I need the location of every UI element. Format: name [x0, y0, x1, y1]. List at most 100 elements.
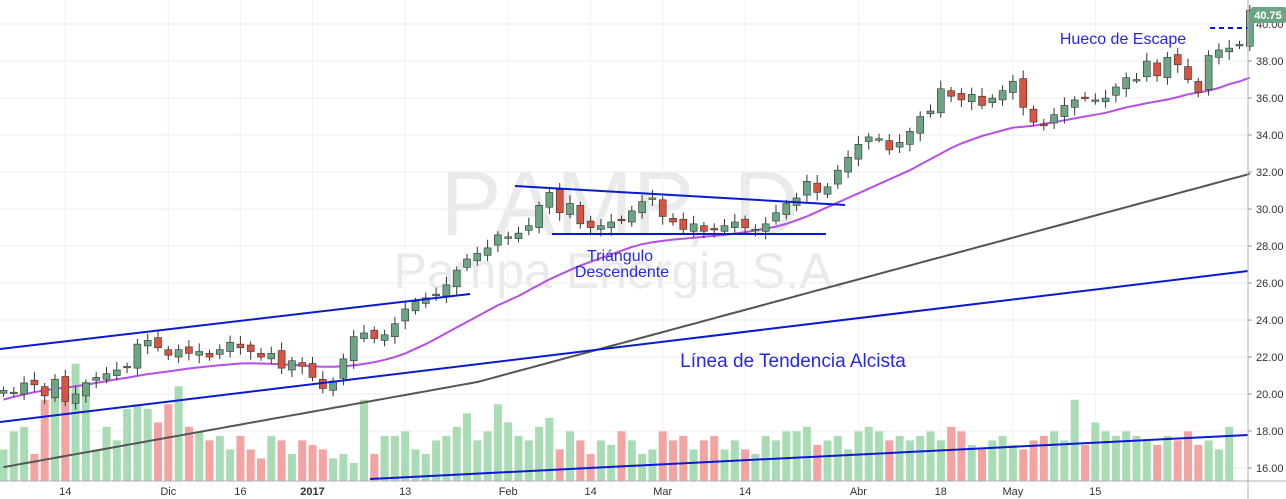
- volume-bar: [452, 426, 461, 481]
- candle: [957, 88, 966, 107]
- candle-body: [51, 378, 59, 399]
- triangle-label-line1: Triángulo: [587, 248, 653, 265]
- volume-bar: [535, 426, 544, 481]
- candle-body: [267, 353, 276, 360]
- volume-bar: [1214, 449, 1223, 481]
- volume-bar: [1153, 444, 1162, 481]
- candle-body: [1184, 66, 1192, 80]
- candle-body: [1132, 79, 1141, 82]
- volume-bars: [0, 363, 1234, 481]
- candle-body: [720, 225, 729, 232]
- channel-lower-line[interactable]: [0, 270, 1249, 423]
- volume-bar: [61, 395, 70, 481]
- candle: [298, 357, 307, 375]
- volume-bar: [936, 440, 945, 481]
- volume-bar: [463, 413, 471, 481]
- candle-body: [1122, 77, 1130, 90]
- time-axis[interactable]: 14 Dic 16 2017 13 Feb 14 Mar 14 Abr 18 May 15: [59, 486, 1101, 498]
- candle: [360, 324, 368, 343]
- price-tick-label: 24.00: [1256, 315, 1284, 327]
- candle: [1101, 89, 1110, 108]
- candle-body: [339, 358, 348, 379]
- candle-body: [1173, 54, 1182, 66]
- volume-bar: [1184, 431, 1192, 481]
- candle-body: [370, 329, 379, 339]
- volume-trend-line[interactable]: [369, 434, 1249, 480]
- volume-bar: [92, 449, 101, 481]
- volume-bar: [658, 431, 667, 481]
- volume-bar: [174, 386, 183, 481]
- volume-bar: [9, 431, 18, 481]
- volume-bar: [607, 444, 616, 481]
- candle-body: [803, 181, 811, 196]
- candle: [967, 87, 976, 110]
- candle-body: [143, 340, 152, 347]
- volume-bar: [916, 435, 925, 481]
- candle: [700, 222, 708, 239]
- volume-bar: [298, 440, 307, 481]
- triangle-upper-line[interactable]: [514, 185, 846, 206]
- volume-bar: [267, 435, 276, 481]
- candle-body: [102, 373, 111, 380]
- price-tick-label: 18.00: [1256, 426, 1284, 438]
- volume-bar: [689, 449, 698, 481]
- candle: [1050, 108, 1058, 129]
- volume-bar: [844, 449, 853, 481]
- candle-body: [442, 284, 451, 297]
- volume-bar: [1050, 431, 1059, 481]
- candle-body: [916, 116, 925, 134]
- volume-bar: [555, 449, 564, 481]
- triangle-label-line2: Descendente: [575, 264, 669, 281]
- candle: [267, 346, 276, 364]
- candle: [174, 344, 183, 363]
- candle: [895, 134, 904, 153]
- candle: [1009, 74, 1017, 100]
- volume-bar: [833, 435, 842, 481]
- candle: [761, 217, 770, 240]
- candle-body: [978, 95, 986, 106]
- candle: [329, 377, 337, 397]
- candle-body: [926, 110, 935, 115]
- time-tick-label: May: [1003, 486, 1024, 498]
- candle-body: [751, 229, 760, 232]
- candle-body: [432, 293, 440, 296]
- volume-bar: [1060, 440, 1069, 481]
- candle-body: [174, 349, 183, 358]
- volume-bar: [195, 431, 204, 481]
- candle: [1132, 72, 1141, 84]
- candle: [113, 361, 121, 381]
- candle: [40, 382, 49, 405]
- candle-body: [123, 365, 131, 369]
- candle-body: [504, 236, 513, 239]
- volume-bar: [1111, 435, 1120, 481]
- volume-bar: [380, 435, 389, 481]
- candle-body: [524, 225, 533, 231]
- time-tick-label: 2017: [300, 486, 324, 498]
- volume-bar: [679, 435, 688, 481]
- candle: [1029, 105, 1038, 126]
- candle: [576, 201, 585, 229]
- candle: [257, 348, 265, 361]
- price-tick-label: 36.00: [1256, 93, 1284, 105]
- volume-bar: [112, 440, 121, 481]
- candle: [875, 133, 883, 143]
- price-tick-label: 16.00: [1256, 463, 1284, 475]
- volume-bar: [1194, 444, 1203, 481]
- candle: [216, 344, 224, 360]
- candle-body: [195, 351, 203, 356]
- candle-body: [617, 218, 626, 222]
- candle-body: [545, 192, 554, 208]
- candle-body: [730, 221, 739, 228]
- candle: [679, 212, 688, 235]
- candle-body: [535, 205, 543, 228]
- candle: [772, 204, 780, 225]
- candle: [195, 343, 203, 364]
- channel-upper-line[interactable]: [0, 293, 471, 350]
- price-tick-label: 20.00: [1256, 389, 1284, 401]
- volume-bar: [184, 426, 193, 481]
- candle: [885, 133, 894, 155]
- candle-body: [391, 323, 399, 337]
